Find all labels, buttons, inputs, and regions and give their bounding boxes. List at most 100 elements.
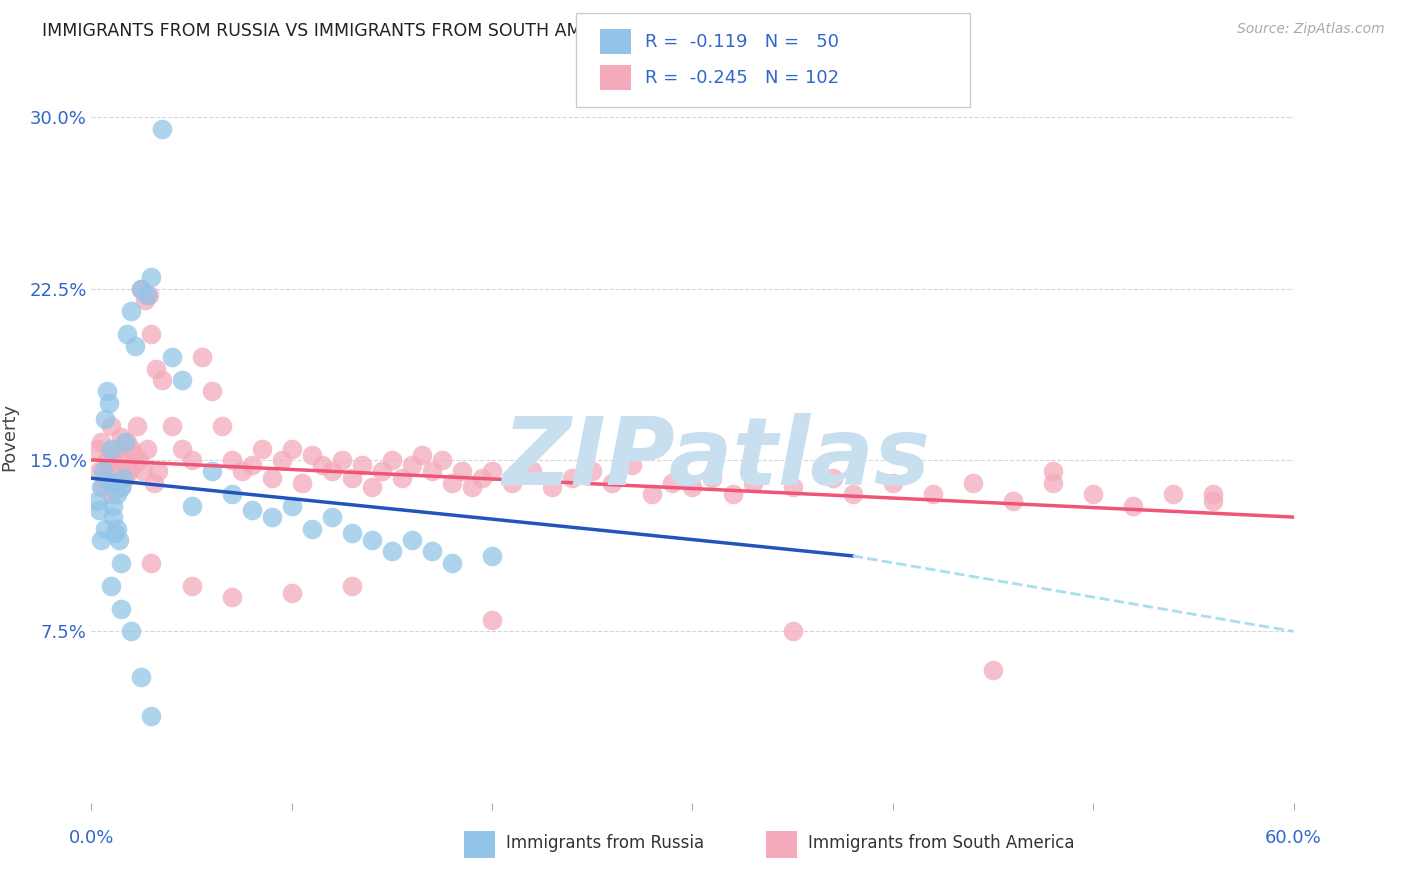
Point [121,442,143,456]
Point [221,590,243,604]
Point [581,464,603,478]
Point [301,521,323,535]
Point [86,494,108,508]
Point [330,453,353,467]
Text: R =  -0.245   N = 102: R = -0.245 N = 102 [645,69,839,87]
Point [281,585,304,599]
Point [420,464,443,478]
Point [311,458,333,472]
Point [1161,487,1184,501]
Point [291,475,314,490]
Point [121,304,143,318]
Point [104,526,127,541]
Point [340,471,363,485]
Point [146,464,169,478]
Y-axis label: Poverty: Poverty [0,403,18,471]
Point [131,281,153,295]
Point [281,499,304,513]
Text: Immigrants from Russia: Immigrants from Russia [506,834,704,852]
Point [100,475,122,490]
Point [110,480,132,494]
Point [231,464,253,478]
Text: R =  -0.119   N =   50: R = -0.119 N = 50 [645,33,839,51]
Point [103,449,125,463]
Point [681,480,703,494]
Point [451,464,474,478]
Point [86,442,108,456]
Point [103,510,125,524]
Point [922,487,945,501]
Point [260,510,283,524]
Point [141,709,163,723]
Point [561,471,583,485]
Point [882,475,904,490]
Point [100,442,122,456]
Point [107,442,129,456]
Point [190,350,212,364]
Point [128,453,150,467]
Point [145,361,167,376]
Point [441,475,464,490]
Point [340,579,363,593]
Text: 0.0%: 0.0% [69,829,114,847]
Point [103,499,125,513]
Point [94,471,117,485]
Point [481,464,503,478]
Point [782,624,804,639]
Point [98,458,121,472]
Point [471,471,494,485]
Point [411,449,433,463]
Point [301,449,323,463]
Point [360,533,382,547]
Point [240,503,263,517]
Point [721,487,744,501]
Point [1042,464,1064,478]
Point [260,471,283,485]
Point [141,270,163,285]
Point [110,430,132,444]
Point [821,471,844,485]
Point [180,579,202,593]
Point [180,453,202,467]
Point [100,579,122,593]
Point [114,471,136,485]
Point [270,453,292,467]
Point [141,327,163,342]
Point [132,464,155,478]
Point [741,475,763,490]
Point [107,521,129,535]
Point [134,293,156,307]
Point [122,458,145,472]
Text: 60.0%: 60.0% [1265,829,1322,847]
Point [90,533,112,547]
Point [180,499,202,513]
Point [170,442,193,456]
Point [110,480,132,494]
Point [131,281,153,295]
Point [112,471,135,485]
Point [430,453,453,467]
Point [641,487,664,501]
Point [108,464,131,478]
Point [340,526,363,541]
Point [501,475,523,490]
Point [94,521,117,535]
Point [127,418,149,433]
Point [1083,487,1105,501]
Text: ZIPatlas: ZIPatlas [502,413,931,505]
Point [100,487,122,501]
Point [250,442,273,456]
Point [150,121,173,136]
Point [371,464,394,478]
Point [602,475,624,490]
Point [481,549,503,563]
Point [136,288,159,302]
Point [100,418,122,433]
Point [121,624,143,639]
Point [321,464,343,478]
Point [240,458,263,472]
Point [104,475,127,490]
Point [441,556,464,570]
Point [138,288,160,302]
Point [90,480,112,494]
